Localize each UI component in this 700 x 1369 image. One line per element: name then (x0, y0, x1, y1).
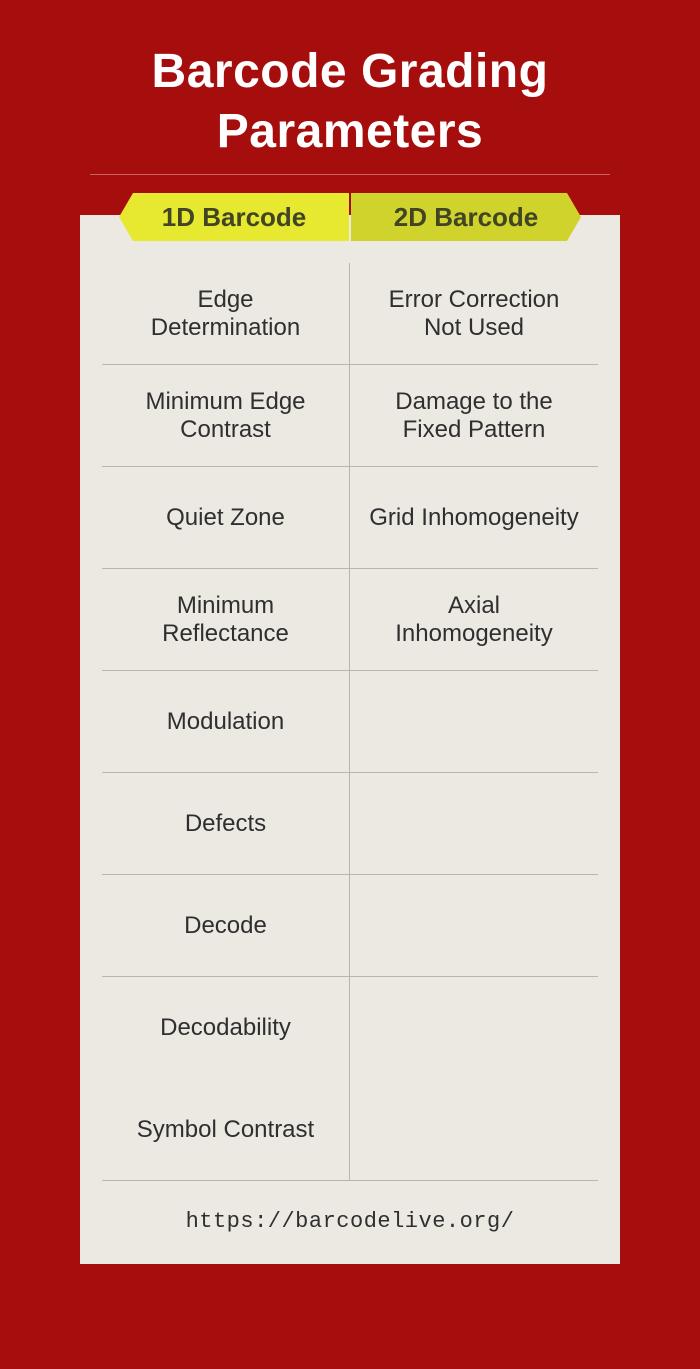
table-row: Decode (102, 875, 350, 977)
column-header-1d: 1D Barcode (119, 193, 349, 241)
table-row: Axial Inhomogeneity (350, 569, 598, 671)
table-row: Symbol Contrast (102, 1079, 350, 1181)
footer-url: https://barcodelive.org/ (102, 1209, 598, 1234)
table-row (350, 977, 598, 1079)
title-line-1: Barcode Grading (152, 45, 549, 98)
table-row (350, 773, 598, 875)
table-header-row: 1D Barcode 2D Barcode (102, 193, 598, 241)
column-header-2d: 2D Barcode (351, 193, 581, 241)
table-row: Quiet Zone (102, 467, 350, 569)
table-row: Minimum Reflectance (102, 569, 350, 671)
table-row: Damage to the Fixed Pattern (350, 365, 598, 467)
table-row: Edge Determination (102, 263, 350, 365)
page-title: Barcode Grading Parameters (90, 42, 610, 175)
table-row: Error Correction Not Used (350, 263, 598, 365)
table-row: Modulation (102, 671, 350, 773)
table-row (350, 1079, 598, 1181)
table-row: Minimum Edge Contrast (102, 365, 350, 467)
table-row (350, 875, 598, 977)
table-row (350, 671, 598, 773)
table-row: Defects (102, 773, 350, 875)
table-body: Edge Determination Error Correction Not … (102, 263, 598, 1181)
table-row: Grid Inhomogeneity (350, 467, 598, 569)
title-line-2: Parameters (217, 105, 484, 158)
comparison-table: 1D Barcode 2D Barcode Edge Determination… (80, 215, 620, 1264)
table-row: Decodability (102, 977, 350, 1079)
